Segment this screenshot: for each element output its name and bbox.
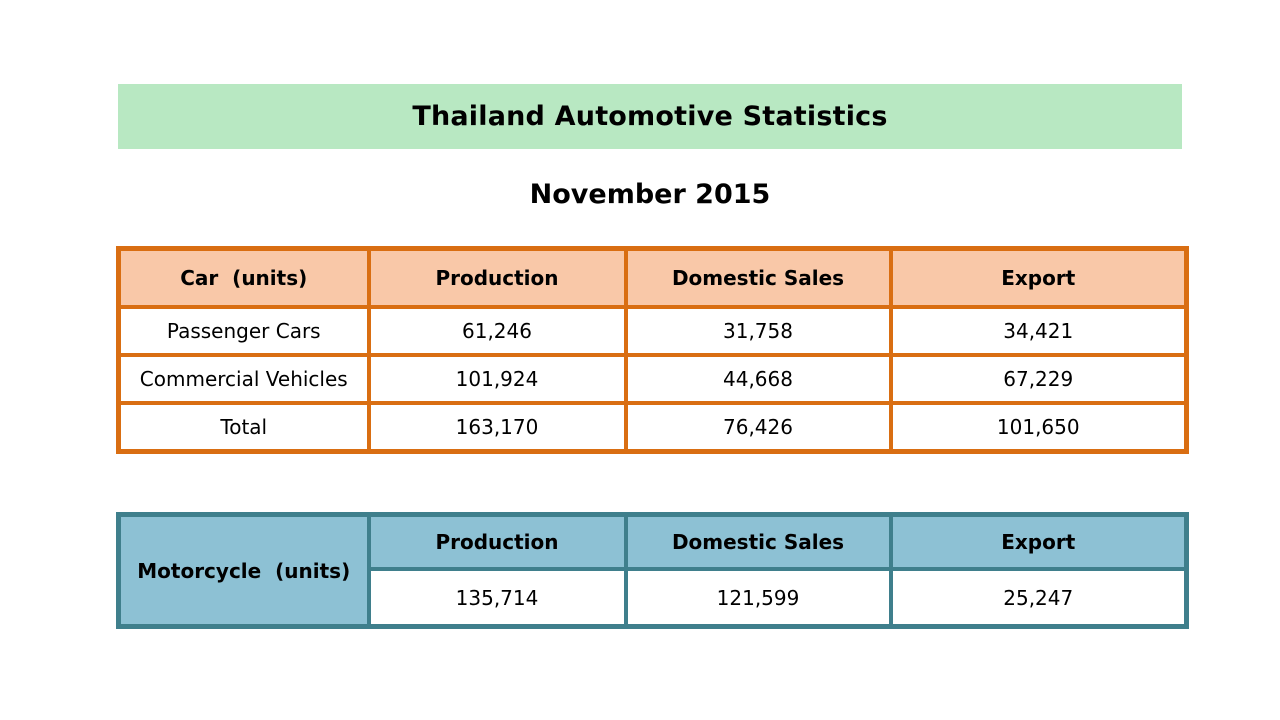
car-header-row: Car (units) Production Domestic Sales Ex… [116,246,1189,309]
commercial-vehicles-production: 101,924 [366,353,628,405]
table-row: Commercial Vehicles 101,924 44,668 67,22… [116,353,1189,405]
motorcycle-statistics-table: Motorcycle (units) Production Domestic S… [116,512,1189,629]
passenger-cars-production: 61,246 [366,305,628,357]
motorcycle-units-header: Motorcycle (units) [116,512,371,629]
total-export: 101,650 [888,401,1189,454]
motorcycle-production-header: Production [366,512,628,571]
period-subtitle: November 2015 [529,178,771,210]
passenger-cars-export: 34,421 [888,305,1189,357]
row-label-total: Total [116,401,371,454]
motorcycle-production: 135,714 [366,567,628,629]
motorcycle-domestic-sales: 121,599 [623,567,893,629]
car-domestic-sales-header: Domestic Sales [623,246,893,309]
motorcycle-export-header: Export [888,512,1189,571]
row-label-commercial-vehicles: Commercial Vehicles [116,353,371,405]
car-production-header: Production [366,246,628,309]
total-domestic-sales: 76,426 [623,401,893,454]
motorcycle-export: 25,247 [888,567,1189,629]
car-export-header: Export [888,246,1189,309]
passenger-cars-domestic-sales: 31,758 [623,305,893,357]
commercial-vehicles-domestic-sales: 44,668 [623,353,893,405]
motorcycle-header-row: Motorcycle (units) Production Domestic S… [116,512,1189,629]
table-row: 135,714 121,599 25,247 [119,567,1189,629]
page-title: Thailand Automotive Statistics [118,84,1182,149]
table-row: Passenger Cars 61,246 31,758 34,421 [116,305,1189,357]
row-label-passenger-cars: Passenger Cars [116,305,371,357]
total-production: 163,170 [366,401,628,454]
car-statistics-table: Car (units) Production Domestic Sales Ex… [116,246,1189,454]
table-row: Total 163,170 76,426 101,650 [116,401,1189,454]
commercial-vehicles-export: 67,229 [888,353,1189,405]
motorcycle-domestic-sales-header: Domestic Sales [623,512,893,571]
car-units-header: Car (units) [116,246,371,309]
